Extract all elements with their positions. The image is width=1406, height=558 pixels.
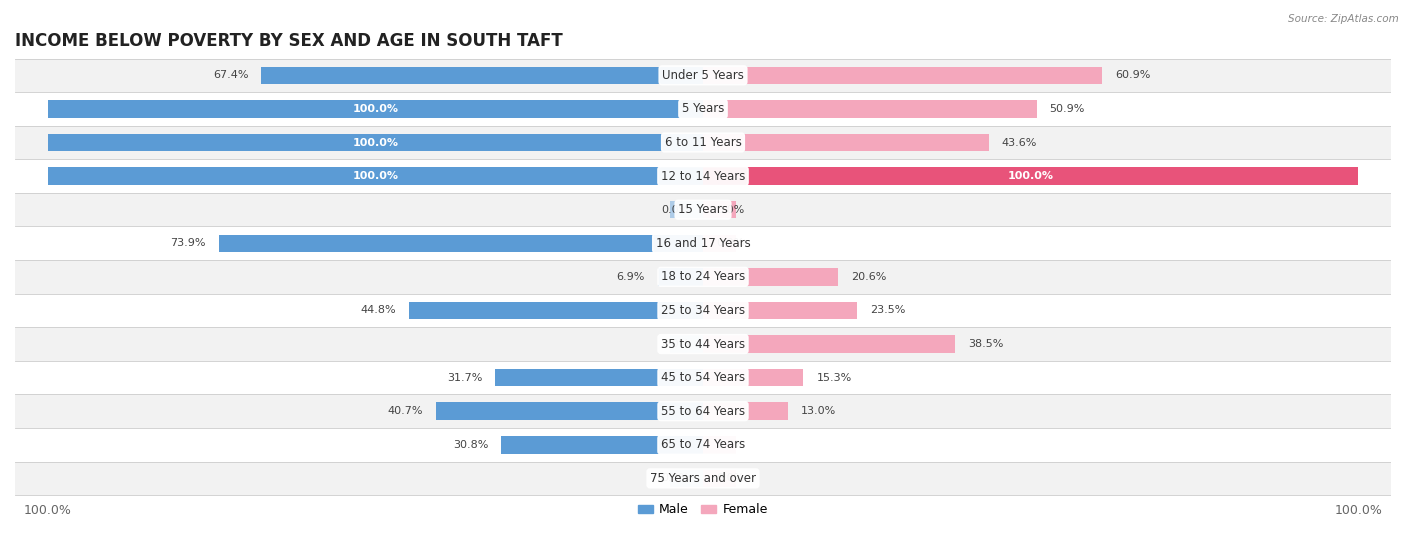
Bar xyxy=(15,428,1391,461)
Text: INCOME BELOW POVERTY BY SEX AND AGE IN SOUTH TAFT: INCOME BELOW POVERTY BY SEX AND AGE IN S… xyxy=(15,32,562,50)
Bar xyxy=(15,260,1391,294)
Text: 73.9%: 73.9% xyxy=(170,238,205,248)
Bar xyxy=(671,201,703,218)
Bar xyxy=(703,436,735,454)
Bar xyxy=(703,302,858,319)
Text: 25 to 34 Years: 25 to 34 Years xyxy=(661,304,745,317)
Text: 100.0%: 100.0% xyxy=(353,104,398,114)
Text: 15.3%: 15.3% xyxy=(817,373,852,383)
Text: 6.9%: 6.9% xyxy=(616,272,645,282)
Bar xyxy=(703,470,735,487)
Bar xyxy=(48,167,703,185)
Text: 13.0%: 13.0% xyxy=(801,406,837,416)
Text: 5 Years: 5 Years xyxy=(682,103,724,116)
Bar xyxy=(15,126,1391,159)
Bar xyxy=(703,134,988,151)
Text: Source: ZipAtlas.com: Source: ZipAtlas.com xyxy=(1288,14,1399,24)
Bar xyxy=(48,100,703,118)
Text: 0.0%: 0.0% xyxy=(662,473,690,483)
Text: 0.0%: 0.0% xyxy=(716,473,744,483)
Text: 30.8%: 30.8% xyxy=(453,440,488,450)
Text: 20.6%: 20.6% xyxy=(851,272,886,282)
Bar xyxy=(703,100,1036,118)
Text: 18 to 24 Years: 18 to 24 Years xyxy=(661,271,745,283)
Text: 23.5%: 23.5% xyxy=(870,305,905,315)
Bar xyxy=(15,294,1391,327)
Bar xyxy=(658,268,703,286)
Text: 55 to 64 Years: 55 to 64 Years xyxy=(661,405,745,418)
Bar xyxy=(15,159,1391,193)
Text: 35 to 44 Years: 35 to 44 Years xyxy=(661,338,745,350)
Bar xyxy=(15,327,1391,361)
Text: 12 to 14 Years: 12 to 14 Years xyxy=(661,170,745,182)
Text: 50.9%: 50.9% xyxy=(1050,104,1085,114)
Text: 100.0%: 100.0% xyxy=(353,171,398,181)
Text: 40.7%: 40.7% xyxy=(388,406,423,416)
Bar xyxy=(703,335,955,353)
Bar xyxy=(501,436,703,454)
Bar xyxy=(703,167,1358,185)
Bar xyxy=(48,134,703,151)
Text: 43.6%: 43.6% xyxy=(1002,137,1038,147)
Bar xyxy=(703,369,803,386)
Legend: Male, Female: Male, Female xyxy=(633,498,773,521)
Bar xyxy=(495,369,703,386)
Text: 0.0%: 0.0% xyxy=(662,339,690,349)
Text: 0.0%: 0.0% xyxy=(716,238,744,248)
Text: 0.0%: 0.0% xyxy=(716,440,744,450)
Text: 45 to 54 Years: 45 to 54 Years xyxy=(661,371,745,384)
Bar xyxy=(703,402,789,420)
Bar xyxy=(15,59,1391,92)
Bar xyxy=(15,227,1391,260)
Text: 100.0%: 100.0% xyxy=(1008,171,1053,181)
Text: 31.7%: 31.7% xyxy=(447,373,482,383)
Text: 0.0%: 0.0% xyxy=(662,205,690,215)
Text: 38.5%: 38.5% xyxy=(969,339,1004,349)
Bar xyxy=(703,234,735,252)
Text: 44.8%: 44.8% xyxy=(361,305,396,315)
Text: 65 to 74 Years: 65 to 74 Years xyxy=(661,438,745,451)
Bar xyxy=(409,302,703,319)
Bar xyxy=(262,66,703,84)
Bar xyxy=(436,402,703,420)
Bar xyxy=(703,201,735,218)
Bar xyxy=(15,92,1391,126)
Bar xyxy=(671,335,703,353)
Bar xyxy=(671,470,703,487)
Bar xyxy=(219,234,703,252)
Text: Under 5 Years: Under 5 Years xyxy=(662,69,744,82)
Text: 100.0%: 100.0% xyxy=(353,137,398,147)
Text: 75 Years and over: 75 Years and over xyxy=(650,472,756,485)
Text: 16 and 17 Years: 16 and 17 Years xyxy=(655,237,751,250)
Text: 60.9%: 60.9% xyxy=(1115,70,1150,80)
Bar xyxy=(15,193,1391,227)
Text: 6 to 11 Years: 6 to 11 Years xyxy=(665,136,741,149)
Text: 0.0%: 0.0% xyxy=(716,205,744,215)
Text: 67.4%: 67.4% xyxy=(212,70,249,80)
Bar xyxy=(15,361,1391,395)
Bar xyxy=(703,66,1102,84)
Text: 15 Years: 15 Years xyxy=(678,203,728,216)
Bar xyxy=(15,395,1391,428)
Bar xyxy=(15,461,1391,495)
Bar xyxy=(703,268,838,286)
